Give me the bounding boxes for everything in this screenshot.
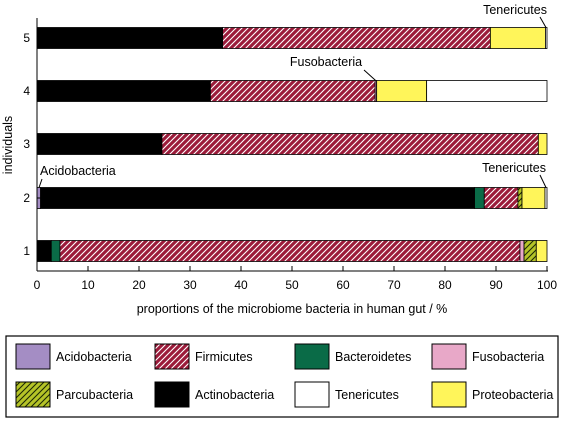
x-axis-label: proportions of the microbiome bacteria i… [137,302,448,316]
annotations-layer: Tenericutes Fusobacteria Acidobacteria Tene… [38,3,547,188]
bar-segment-4-proteobacteria [376,80,428,102]
annotation-label-1: Fusobacteria [290,55,362,69]
y-tick-label-2: 2 [23,191,30,205]
bar-segment-1-bacteroidetes [50,240,61,262]
x-tick-label-80: 80 [438,278,452,292]
legend-swatch-fusobacteria [431,343,467,370]
bar-segment-5-firmicutes [222,27,491,49]
legend-label-acidobacteria: Acidobacteria [56,350,132,364]
bar-segment-1-fusobacteria [519,240,525,262]
y-tick-label-5: 5 [23,31,30,45]
legend-swatch-proteobacteria [431,381,467,408]
annotation-label-2: Acidobacteria [40,164,116,178]
bar-segment-3-proteobacteria [537,133,548,155]
legend-box [5,335,559,418]
bar-segment-4-tenericutes [426,80,548,102]
bar-segment-1-proteobacteria [535,240,548,262]
bar-segment-4-actinobacteria [36,80,211,102]
bar-segment-3-firmicutes [161,133,539,155]
bars-layer [36,27,548,262]
x-tick-label-10: 10 [81,278,95,292]
bar-segment-1-firmicutes [59,240,521,262]
x-tick-label-90: 90 [489,278,503,292]
y-tick-label-3: 3 [23,137,30,151]
legend-swatch-parcubacteria [15,381,51,408]
axes-layer: 0 10 20 30 40 50 60 70 80 90 100 1 2 3 4 5 proportions o… [1,18,557,316]
bar-segment-2-tenericutes [544,187,548,209]
x-tick-label-20: 20 [132,278,146,292]
legend-label-proteobacteria: Proteobacteria [472,388,553,402]
legend-label-actinobacteria: Actinobacteria [195,388,274,402]
legend-layer: Acidobacteria Firmicutes Bacteroidetes Fuso… [5,335,559,418]
bar-segment-2-bacteroidetes [474,187,485,209]
y-tick-label-1: 1 [23,244,30,258]
annotation-label-3: Tenericutes [482,161,546,175]
x-tick-label-100: 100 [537,278,557,292]
annotation-leader-2 [38,178,43,188]
legend-swatch-bacteroidetes [294,343,330,370]
legend-swatch-acidobacteria [15,343,51,370]
legend-swatch-firmicutes [154,343,190,370]
bar-segment-2-firmicutes [483,187,519,209]
annotation-label-0: Tenericutes [483,3,547,17]
x-tick-label-40: 40 [234,278,248,292]
annotation-leader-1 [363,69,376,81]
legend-label-parcubacteria: Parcubacteria [56,388,133,402]
y-axis-label: individuals [1,116,15,174]
bar-segment-1-parcubacteria [523,240,537,262]
legend-swatch-tenericutes [294,381,330,408]
bar-segment-2-actinobacteria [40,187,475,209]
y-tick-label-4: 4 [23,84,30,98]
annotation-leader-0 [539,16,547,28]
legend-label-firmicutes: Firmicutes [195,350,253,364]
bar-segment-3-actinobacteria [36,133,163,155]
bar-segment-2-proteobacteria [521,187,546,209]
x-tick-label-60: 60 [336,278,350,292]
x-tick-label-0: 0 [34,278,41,292]
bar-segment-4-firmicutes [209,80,376,102]
annotation-leader-3 [539,174,547,188]
bar-segment-5-tenericutes [545,27,548,49]
x-tick-label-30: 30 [183,278,197,292]
legend-swatch-actinobacteria [154,381,190,408]
bar-segment-2-parcubacteria [517,187,523,209]
legend-label-fusobacteria: Fusobacteria [472,350,544,364]
bar-segment-5-proteobacteria [489,27,546,49]
legend-label-tenericutes: Tenericutes [335,388,399,402]
x-tick-label-70: 70 [387,278,401,292]
bar-segment-5-actinobacteria [36,27,224,49]
x-tick-label-50: 50 [285,278,299,292]
legend-label-bacteroidetes: Bacteroidetes [335,350,411,364]
